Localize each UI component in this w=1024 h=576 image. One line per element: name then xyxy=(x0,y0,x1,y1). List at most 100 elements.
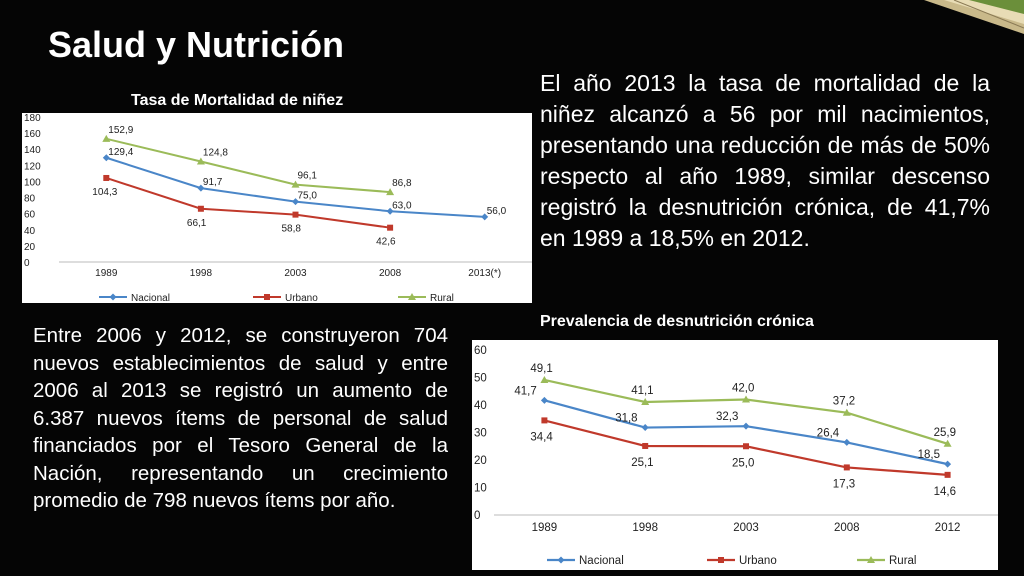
y-tick-label: 180 xyxy=(24,113,41,124)
data-label: 42,0 xyxy=(732,383,754,395)
data-point xyxy=(386,207,394,215)
y-tick-label: 50 xyxy=(474,373,487,385)
x-tick-label: 1989 xyxy=(95,268,118,279)
y-tick-label: 60 xyxy=(474,345,487,357)
y-tick-label: 20 xyxy=(474,455,487,467)
data-label: 41,1 xyxy=(631,385,653,397)
x-tick-label: 2003 xyxy=(733,522,759,534)
y-tick-label: 40 xyxy=(24,226,36,237)
data-label: 124,8 xyxy=(203,147,228,158)
data-label: 66,1 xyxy=(187,218,207,229)
legend-label-urbano: Urbano xyxy=(285,293,318,303)
data-label: 14,6 xyxy=(934,486,956,498)
data-point xyxy=(742,422,750,430)
paragraph-right: El año 2013 la tasa de mortalidad de la … xyxy=(540,70,990,251)
series-line-rural xyxy=(106,137,391,194)
legend-marker xyxy=(557,556,565,564)
paragraph-left: Entre 2006 y 2012, se construyeron 704 n… xyxy=(33,324,448,512)
data-label: 17,3 xyxy=(833,478,855,490)
y-tick-label: 40 xyxy=(474,400,487,412)
legend-label-rural: Rural xyxy=(889,555,916,567)
y-tick-label: 0 xyxy=(24,258,30,269)
book-corner-decoration xyxy=(924,0,1024,34)
data-label: 37,2 xyxy=(833,396,855,408)
legend-label-urbano: Urbano xyxy=(739,555,777,567)
y-tick-label: 60 xyxy=(24,210,36,221)
data-point xyxy=(387,224,394,231)
data-point xyxy=(943,439,952,447)
legend-label-rural: Rural xyxy=(430,293,454,303)
data-point xyxy=(743,443,749,450)
y-tick-label: 30 xyxy=(474,428,487,440)
x-tick-label: 1998 xyxy=(632,522,658,534)
data-label: 96,1 xyxy=(298,171,318,182)
slide-title: Salud y Nutrición xyxy=(48,24,345,65)
y-tick-label: 20 xyxy=(24,242,36,253)
chart-title-mortalidad: Tasa de Mortalidad de niñez xyxy=(131,92,344,109)
data-label: 86,8 xyxy=(392,178,412,189)
legend-marker xyxy=(867,556,875,563)
data-label: 42,6 xyxy=(376,237,396,248)
y-tick-label: 120 xyxy=(24,161,41,172)
data-label: 32,3 xyxy=(716,411,738,423)
data-point xyxy=(102,154,110,162)
data-point xyxy=(196,157,205,165)
data-label: 49,1 xyxy=(530,363,552,375)
data-label: 25,0 xyxy=(732,457,754,469)
chart-desnutricion: 0 10 20 30 40 50 60 1989 1998 2003 2008 2012 41,7 31,… xyxy=(474,345,998,567)
x-tick-label: 1989 xyxy=(532,522,558,534)
data-point xyxy=(843,464,850,471)
legend-marker xyxy=(109,293,117,301)
data-point xyxy=(291,180,300,188)
x-tick-label: 2008 xyxy=(379,268,402,279)
data-point xyxy=(292,198,299,206)
data-point xyxy=(944,471,951,478)
x-tick-label: 2013(*) xyxy=(468,268,501,279)
data-label: 104,3 xyxy=(92,187,117,198)
data-point xyxy=(481,213,489,221)
legend-label-nacional: Nacional xyxy=(131,293,170,303)
y-tick-label: 140 xyxy=(24,145,41,156)
data-point xyxy=(197,205,204,212)
data-label: 152,9 xyxy=(108,125,133,136)
data-label: 34,4 xyxy=(530,431,553,443)
data-point xyxy=(541,417,548,424)
data-point xyxy=(642,442,649,449)
data-point xyxy=(103,174,110,181)
chart-panel-desnutricion: 0 10 20 30 40 50 60 1989 1998 2003 2008 2012 41,7 31,… xyxy=(472,340,998,570)
data-point xyxy=(102,134,111,142)
data-label: 58,8 xyxy=(282,224,302,235)
data-label: 75,0 xyxy=(298,191,318,202)
x-tick-label: 2008 xyxy=(834,522,860,534)
x-tick-label: 2003 xyxy=(284,268,307,279)
y-tick-label: 0 xyxy=(474,510,480,522)
legend-marker xyxy=(264,294,270,300)
chart-mortalidad: 0 20 40 60 80 100 120 140 160 180 1989 1998 2003 2008… xyxy=(24,113,532,304)
data-point xyxy=(197,184,205,192)
data-label: 26,4 xyxy=(817,427,840,439)
data-label: 63,0 xyxy=(392,200,412,211)
data-point xyxy=(641,397,650,405)
series-line-nacional xyxy=(544,399,948,466)
data-label: 31,8 xyxy=(615,413,637,425)
y-tick-label: 100 xyxy=(24,177,41,188)
data-label: 91,7 xyxy=(203,177,223,188)
data-label: 18,5 xyxy=(918,449,940,461)
y-tick-label: 80 xyxy=(24,194,36,205)
data-point xyxy=(292,211,299,218)
data-label: 129,4 xyxy=(108,147,133,158)
data-point xyxy=(540,396,548,404)
data-point xyxy=(540,375,549,383)
data-point xyxy=(386,188,395,196)
chart-panel-mortalidad: 0 20 40 60 80 100 120 140 160 180 1989 1998 2003 2008… xyxy=(22,113,532,304)
data-point xyxy=(742,395,750,403)
data-point xyxy=(843,438,851,446)
data-point xyxy=(842,408,851,416)
chart-title-desnutricion: Prevalencia de desnutrición crónica xyxy=(540,313,814,330)
y-tick-label: 10 xyxy=(474,483,487,495)
legend-label-nacional: Nacional xyxy=(579,555,624,567)
data-point xyxy=(944,460,952,468)
legend-marker xyxy=(408,293,416,300)
data-label: 41,7 xyxy=(514,385,536,397)
data-label: 56,0 xyxy=(487,206,507,217)
